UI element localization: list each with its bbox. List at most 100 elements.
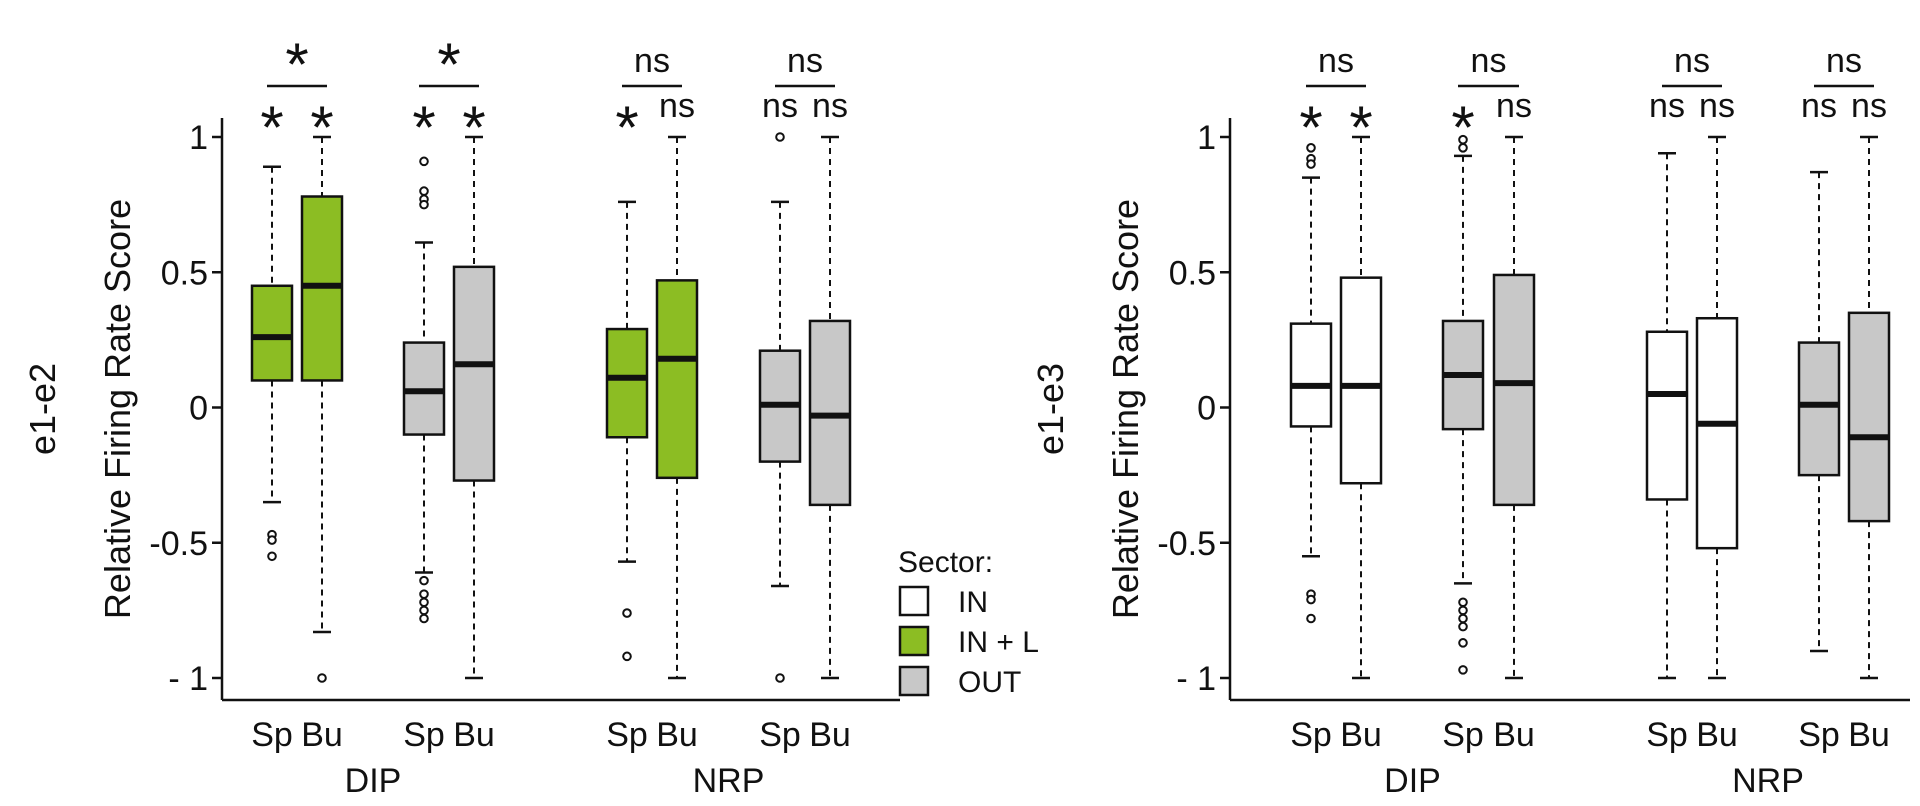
significance-label: ns	[1699, 87, 1735, 125]
outlier-point	[419, 199, 429, 210]
x-tick-label: Bu	[301, 716, 343, 754]
y-axis-label: Relative Firing Rate Score	[1105, 199, 1146, 619]
x-tick-label: Bu	[809, 716, 851, 754]
significance-label: ns	[812, 87, 848, 125]
x-tick-label: Sp	[759, 716, 801, 754]
box	[655, 279, 699, 480]
x-tick-label: Sp	[1646, 716, 1688, 754]
x-tick-label: Bu	[453, 716, 495, 754]
outlier-point	[317, 673, 327, 683]
y-axis-label-prefix: e1-e3	[1030, 363, 1071, 455]
outlier-point	[1458, 143, 1468, 153]
x-tick-label: Sp	[1798, 716, 1840, 754]
outlier-point	[1458, 638, 1468, 648]
outlier-point	[1458, 621, 1468, 632]
x-tick-label: Sp	[251, 716, 293, 754]
legend-swatch	[898, 625, 930, 657]
pair-significance-label: ns	[787, 42, 823, 80]
pair-significance-star: *	[285, 31, 308, 98]
outlier-point	[1306, 594, 1316, 605]
box	[1289, 322, 1333, 428]
x-tick-label: Bu	[656, 716, 698, 754]
box	[452, 265, 496, 482]
significance-label: ns	[1649, 87, 1685, 125]
group-label: NRP	[1732, 762, 1804, 800]
significance-star: *	[412, 94, 435, 161]
significance-label: ns	[762, 87, 798, 125]
outlier-point	[1306, 143, 1316, 153]
y-tick-label: -0.5	[1157, 525, 1216, 563]
y-tick-label: -0.5	[149, 525, 208, 563]
x-tick-label: Sp	[1290, 716, 1332, 754]
outlier-point	[1306, 613, 1316, 624]
significance-label: ns	[1851, 87, 1887, 125]
x-tick-label: Bu	[1340, 716, 1382, 754]
significance-star: *	[1349, 94, 1372, 161]
outlier-point	[622, 651, 632, 662]
legend-title: Sector:	[898, 546, 993, 579]
x-tick-label: Sp	[606, 716, 648, 754]
outlier-point	[419, 597, 429, 608]
legend-swatch	[898, 665, 930, 697]
pair-significance-label: ns	[634, 42, 670, 80]
outlier-point	[419, 613, 429, 624]
outlier-point	[622, 608, 632, 618]
significance-star: *	[1299, 94, 1322, 161]
outlier-point	[1458, 597, 1468, 608]
outlier-point	[775, 132, 785, 142]
x-tick-label: Bu	[1696, 716, 1738, 754]
x-tick-label: Sp	[1442, 716, 1484, 754]
pair-significance-label: ns	[1674, 42, 1710, 80]
y-tick-label: 1	[189, 119, 208, 157]
pair-significance-label: ns	[1826, 42, 1862, 80]
box	[1847, 311, 1891, 523]
outlier-point	[267, 535, 277, 545]
outlier-point	[1306, 159, 1316, 169]
pair-significance-star: *	[437, 31, 460, 98]
outlier-point	[419, 589, 429, 599]
outlier-point	[1458, 613, 1468, 624]
outlier-point	[267, 551, 277, 562]
outlier-point	[1458, 605, 1468, 616]
significance-star: *	[462, 94, 485, 161]
y-tick-label: - 1	[168, 660, 208, 698]
y-axis-label: Relative Firing Rate Score	[97, 199, 138, 619]
y-tick-label: 0	[1197, 390, 1216, 428]
legend-label: IN	[958, 586, 988, 619]
legend-swatch	[898, 585, 930, 617]
pair-significance-label: ns	[1318, 42, 1354, 80]
significance-star: *	[615, 94, 638, 161]
y-tick-label: 0	[189, 390, 208, 428]
box	[605, 327, 649, 439]
x-tick-label: Sp	[403, 716, 445, 754]
outlier-point	[419, 575, 429, 586]
significance-star: *	[1451, 94, 1474, 161]
box	[1492, 273, 1536, 507]
significance-label: ns	[659, 87, 695, 125]
significance-star: *	[310, 94, 333, 161]
y-tick-label: 0.5	[161, 254, 208, 292]
group-label: DIP	[345, 762, 402, 800]
group-label: NRP	[693, 762, 765, 800]
outlier-point	[419, 156, 429, 167]
pair-significance-label: ns	[1471, 42, 1507, 80]
y-tick-label: 0.5	[1169, 254, 1216, 292]
outlier-point	[775, 673, 785, 683]
box	[1797, 341, 1841, 477]
box	[250, 284, 294, 382]
box	[1339, 276, 1383, 485]
y-tick-label: - 1	[1176, 660, 1216, 698]
box	[1695, 316, 1739, 550]
box	[1645, 330, 1689, 501]
y-axis-label-prefix: e1-e2	[22, 363, 63, 455]
group-label: DIP	[1384, 762, 1441, 800]
legend-label: OUT	[958, 666, 1021, 699]
outlier-point	[419, 186, 429, 196]
x-tick-label: Bu	[1848, 716, 1890, 754]
y-tick-label: 1	[1197, 119, 1216, 157]
outlier-point	[1458, 665, 1468, 675]
significance-label: ns	[1496, 87, 1532, 125]
outlier-point	[419, 605, 429, 616]
significance-star: *	[260, 94, 283, 161]
